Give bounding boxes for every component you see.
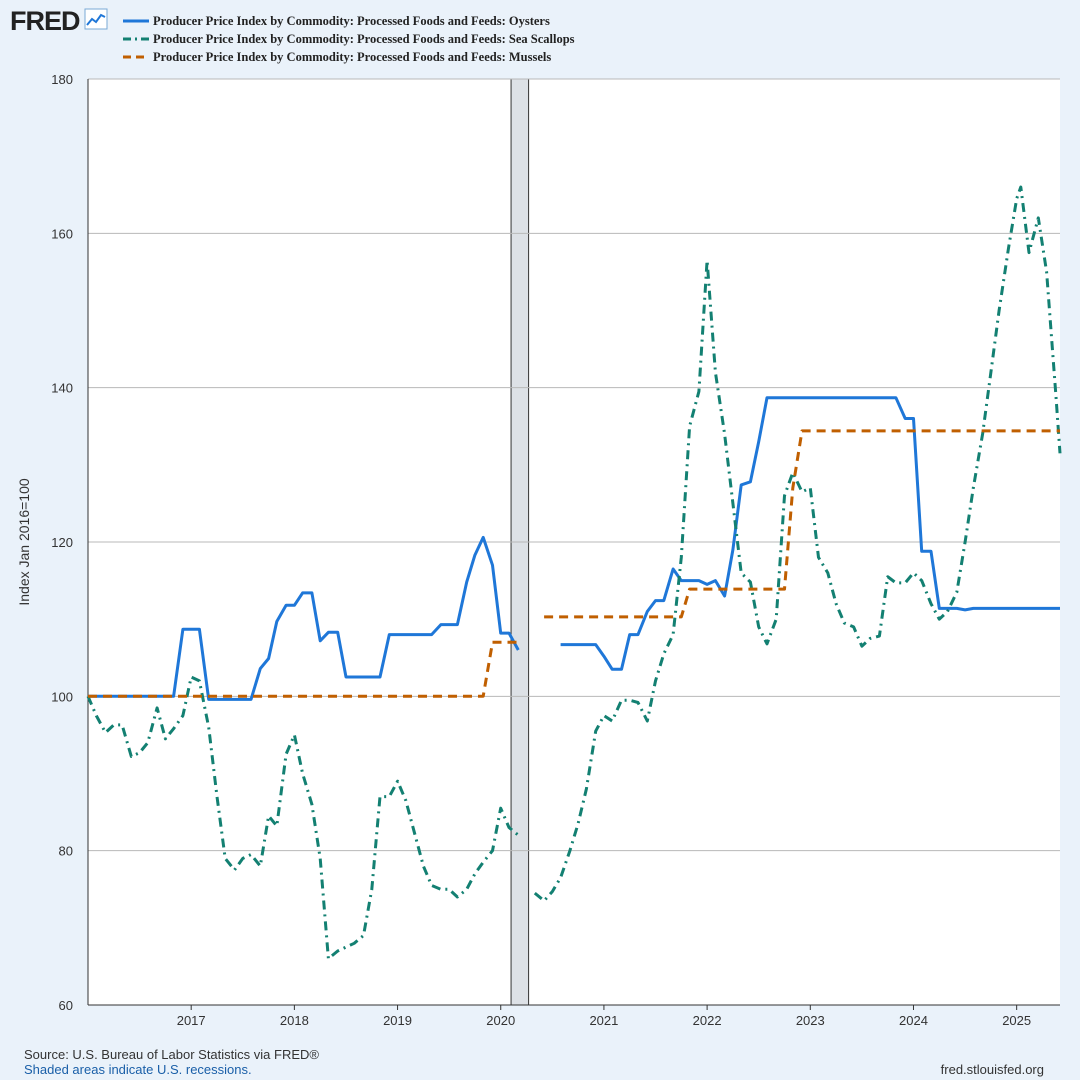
x-tick-label-2020: 2020 (486, 1013, 515, 1028)
y-tick-label-60: 60 (59, 998, 73, 1013)
y-tick-label-160: 160 (51, 226, 73, 241)
legend-swatch-sea-scallops (123, 37, 149, 41)
x-tick-label-2022: 2022 (693, 1013, 722, 1028)
y-axis-title: Index Jan 2016=100 (16, 478, 32, 605)
line-chart: 60 80 100 120 140 160 180 2017 2018 2019 2020 2021… (16, 72, 1062, 1028)
fred-logo[interactable]: FRED (10, 6, 108, 37)
fred-logo-text: FRED (10, 6, 80, 36)
y-tick-label-120: 120 (51, 535, 73, 550)
y-tick-label-100: 100 (51, 689, 73, 704)
x-tick-label-2023: 2023 (796, 1013, 825, 1028)
series-line-0-segment-1 (560, 396, 1060, 671)
legend-item-mussels[interactable]: Producer Price Index by Commodity: Proce… (123, 48, 575, 66)
legend-label-sea-scallops: Producer Price Index by Commodity: Proce… (153, 31, 575, 46)
legend-label-oysters: Producer Price Index by Commodity: Proce… (153, 13, 550, 28)
legend-swatch-mussels (123, 55, 149, 59)
series-line-2-segment-0 (88, 640, 519, 698)
y-tick-label-180: 180 (51, 72, 73, 87)
x-tick-label-2024: 2024 (899, 1013, 928, 1028)
recession-note[interactable]: Shaded areas indicate U.S. recessions. (24, 1062, 252, 1077)
legend-item-oysters[interactable]: Producer Price Index by Commodity: Proce… (123, 12, 575, 30)
series-line-2-segment-1 (544, 429, 1060, 619)
y-tick-label-80: 80 (59, 844, 73, 859)
legend-label-mussels: Producer Price Index by Commodity: Proce… (153, 49, 552, 64)
site-url[interactable]: fred.stlouisfed.org (940, 1062, 1044, 1077)
y-axis: 60 80 100 120 140 160 180 (51, 72, 73, 1013)
x-tick-label-2019: 2019 (383, 1013, 412, 1028)
series-line-1-segment-0 (86, 675, 520, 961)
x-tick-label-2018: 2018 (280, 1013, 309, 1028)
source-note: Source: U.S. Bureau of Labor Statistics … (24, 1047, 319, 1062)
x-tick-label-2021: 2021 (589, 1013, 618, 1028)
grid-layer (87, 78, 1060, 1006)
series-line-0-segment-0 (88, 535, 520, 701)
line-chart-icon (84, 8, 108, 35)
legend-swatch-oysters (123, 19, 149, 23)
series-layer (86, 185, 1062, 961)
legend-item-sea-scallops[interactable]: Producer Price Index by Commodity: Proce… (123, 30, 575, 48)
x-tick-label-2017: 2017 (177, 1013, 206, 1028)
y-tick-label-140: 140 (51, 381, 73, 396)
x-tick-label-2025: 2025 (1002, 1013, 1031, 1028)
chart-legend: Producer Price Index by Commodity: Proce… (123, 12, 575, 66)
x-axis: 2017 2018 2019 2020 2021 2022 2023 2024 2025 (177, 1005, 1031, 1028)
